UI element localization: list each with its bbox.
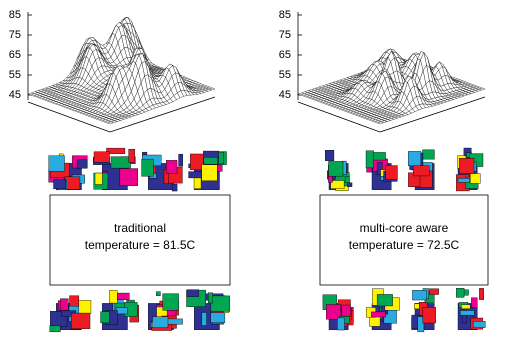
core-unit: [211, 313, 225, 323]
core-unit: [342, 305, 351, 316]
core-unit: [461, 305, 470, 309]
core-unit: [460, 310, 474, 315]
core-unit: [194, 177, 201, 189]
z-tick-label: 75: [279, 29, 291, 41]
core-unit: [111, 157, 131, 168]
core-unit: [204, 157, 218, 164]
core-unit: [331, 181, 344, 189]
z-tick-label: 85: [279, 9, 291, 21]
core-unit: [211, 296, 230, 311]
core-unit: [65, 177, 80, 189]
core-unit: [458, 178, 469, 182]
core-unit: [116, 308, 127, 314]
core-unit: [386, 166, 398, 180]
core-unit: [471, 298, 477, 308]
design-label: multi-core aware: [360, 221, 449, 235]
core-unit: [179, 154, 183, 166]
core-unit: [479, 288, 483, 299]
core-unit: [459, 158, 474, 173]
core-unit: [101, 312, 110, 323]
core-unit: [473, 321, 485, 327]
core-unit: [54, 179, 66, 189]
core-unit: [142, 159, 154, 176]
core-unit: [153, 317, 168, 328]
core-unit: [71, 313, 90, 329]
core-unit: [77, 160, 87, 168]
core-unit: [366, 151, 374, 168]
core-unit: [172, 184, 177, 191]
temperature-label: temperature = 81.5C: [85, 238, 196, 252]
z-tick-label: 75: [9, 29, 21, 41]
core-unit: [166, 319, 183, 324]
core-unit: [187, 290, 199, 297]
core-unit: [120, 169, 138, 186]
core-unit: [377, 294, 392, 306]
core-unit: [429, 289, 438, 295]
core-unit: [456, 288, 464, 297]
core-unit: [371, 312, 385, 317]
z-tick-label: 45: [9, 89, 21, 101]
core-unit: [408, 151, 421, 165]
core-unit: [60, 299, 68, 311]
core-unit: [347, 183, 352, 187]
core-unit: [166, 160, 177, 173]
core-unit: [70, 296, 79, 307]
core-unit: [202, 164, 218, 181]
core-unit: [422, 150, 434, 159]
core-unit: [49, 156, 65, 172]
core-unit: [412, 290, 426, 300]
core-unit: [129, 149, 135, 162]
z-tick-label: 55: [9, 69, 21, 81]
surface-plot: 85 75 65 55 45: [9, 9, 215, 132]
core-unit: [337, 318, 344, 330]
core-unit: [94, 152, 109, 163]
surface-plot: 85 75 65 55 45: [279, 9, 485, 132]
core-unit: [95, 173, 102, 184]
core-unit: [470, 174, 480, 184]
figure: 85 75 65 55 45 traditional temperature = 81.5C…: [0, 0, 516, 339]
core-unit: [163, 294, 179, 311]
z-tick-label: 65: [279, 49, 291, 61]
z-tick-label: 55: [279, 69, 291, 81]
core-unit: [345, 176, 349, 182]
core-unit: [329, 161, 344, 176]
core-unit: [208, 293, 212, 303]
core-unit: [423, 307, 436, 323]
core-unit: [109, 290, 117, 303]
core-unit: [325, 150, 334, 161]
core-unit: [79, 300, 91, 313]
core-unit: [413, 166, 429, 176]
z-tick-label: 45: [279, 89, 291, 101]
z-tick-label: 85: [9, 9, 21, 21]
z-tick-label: 65: [9, 49, 21, 61]
core-unit: [326, 304, 341, 319]
core-unit: [50, 326, 61, 332]
core-unit: [156, 292, 160, 296]
design-label: traditional: [114, 221, 166, 235]
temperature-label: temperature = 72.5C: [349, 238, 460, 252]
core-unit: [202, 312, 207, 325]
